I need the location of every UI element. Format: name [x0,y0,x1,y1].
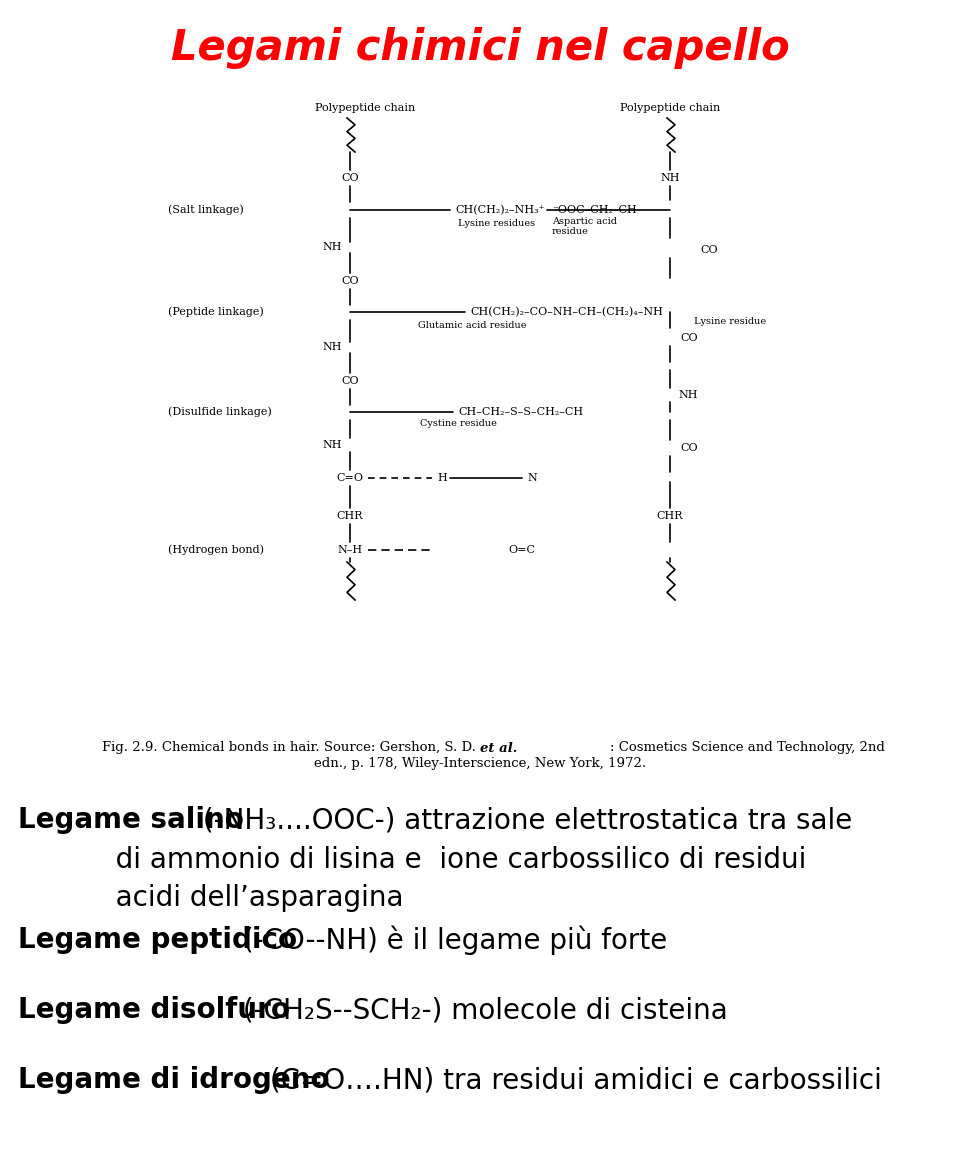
Text: O=C: O=C [509,545,536,555]
Text: CHR: CHR [657,512,684,521]
Text: (Salt linkage): (Salt linkage) [168,204,244,215]
Text: CHR: CHR [337,512,363,521]
Text: NH: NH [660,173,680,183]
Text: CO: CO [341,173,359,183]
Text: CH–CH₂–S–S–CH₂–CH: CH–CH₂–S–S–CH₂–CH [458,406,583,417]
Text: et al.: et al. [480,742,517,755]
Text: Polypeptide chain: Polypeptide chain [620,103,720,113]
Text: CO: CO [680,443,698,453]
Text: NH: NH [323,342,342,352]
Text: Legami chimici nel capello: Legami chimici nel capello [171,27,789,69]
Text: (Peptide linkage): (Peptide linkage) [168,307,264,318]
Text: Lysine residue: Lysine residue [694,318,766,327]
Text: NH: NH [323,440,342,450]
Text: Fig. 2.9. Chemical bonds in hair. Source: Gershon, S. D.: Fig. 2.9. Chemical bonds in hair. Source… [102,742,480,755]
Text: ⁻OOC–CH₂–CH: ⁻OOC–CH₂–CH [552,206,636,215]
Text: Glutamic acid residue: Glutamic acid residue [418,321,526,331]
Text: : Cosmetics Science and Technology, 2nd: : Cosmetics Science and Technology, 2nd [610,742,885,755]
Text: (-NH₃....OOC-) attrazione elettrostatica tra sale: (-NH₃....OOC-) attrazione elettrostatica… [194,806,852,834]
Text: CO: CO [700,245,718,255]
Text: Legame peptidico: Legame peptidico [18,926,298,954]
Text: CO: CO [341,276,359,286]
Text: CO: CO [680,333,698,343]
Text: CO: CO [341,376,359,385]
Text: (-CO--NH) è il legame più forte: (-CO--NH) è il legame più forte [234,925,667,954]
Text: CH(CH₂)₂–NH₃⁺: CH(CH₂)₂–NH₃⁺ [455,204,544,215]
Text: (Hydrogen bond): (Hydrogen bond) [168,544,264,555]
Text: (C=O….HN) tra residui amidici e carbossilici: (C=O….HN) tra residui amidici e carbossi… [261,1066,882,1094]
Text: Aspartic acid: Aspartic acid [552,217,617,227]
Text: Polypeptide chain: Polypeptide chain [315,103,415,113]
Text: edn., p. 178, Wiley-Interscience, New York, 1972.: edn., p. 178, Wiley-Interscience, New Yo… [314,758,646,771]
Text: residue: residue [552,228,588,236]
Text: C=O: C=O [337,473,364,484]
Text: Lysine residues: Lysine residues [458,220,535,229]
Text: Legame salino: Legame salino [18,806,244,834]
Text: di ammonio di lisina e  ione carbossilico di residui: di ammonio di lisina e ione carbossilico… [18,846,806,874]
Text: Legame disolfuro: Legame disolfuro [18,996,290,1024]
Text: NH: NH [323,242,342,252]
Text: Cystine residue: Cystine residue [420,419,496,429]
Text: (Disulfide linkage): (Disulfide linkage) [168,406,272,417]
Text: (-CH₂S--SCH₂-) molecole di cisteina: (-CH₂S--SCH₂-) molecole di cisteina [234,996,728,1024]
Text: acidi dell’asparagina: acidi dell’asparagina [18,884,403,912]
Text: NH: NH [679,390,698,399]
Text: Legame di idrogeno: Legame di idrogeno [18,1066,329,1094]
Text: N: N [527,473,537,484]
Text: CH(CH₂)₂–CO–NH–CH–(CH₂)₄–NH: CH(CH₂)₂–CO–NH–CH–(CH₂)₄–NH [470,307,662,318]
Text: H: H [437,473,446,484]
Text: N–H: N–H [337,545,363,555]
